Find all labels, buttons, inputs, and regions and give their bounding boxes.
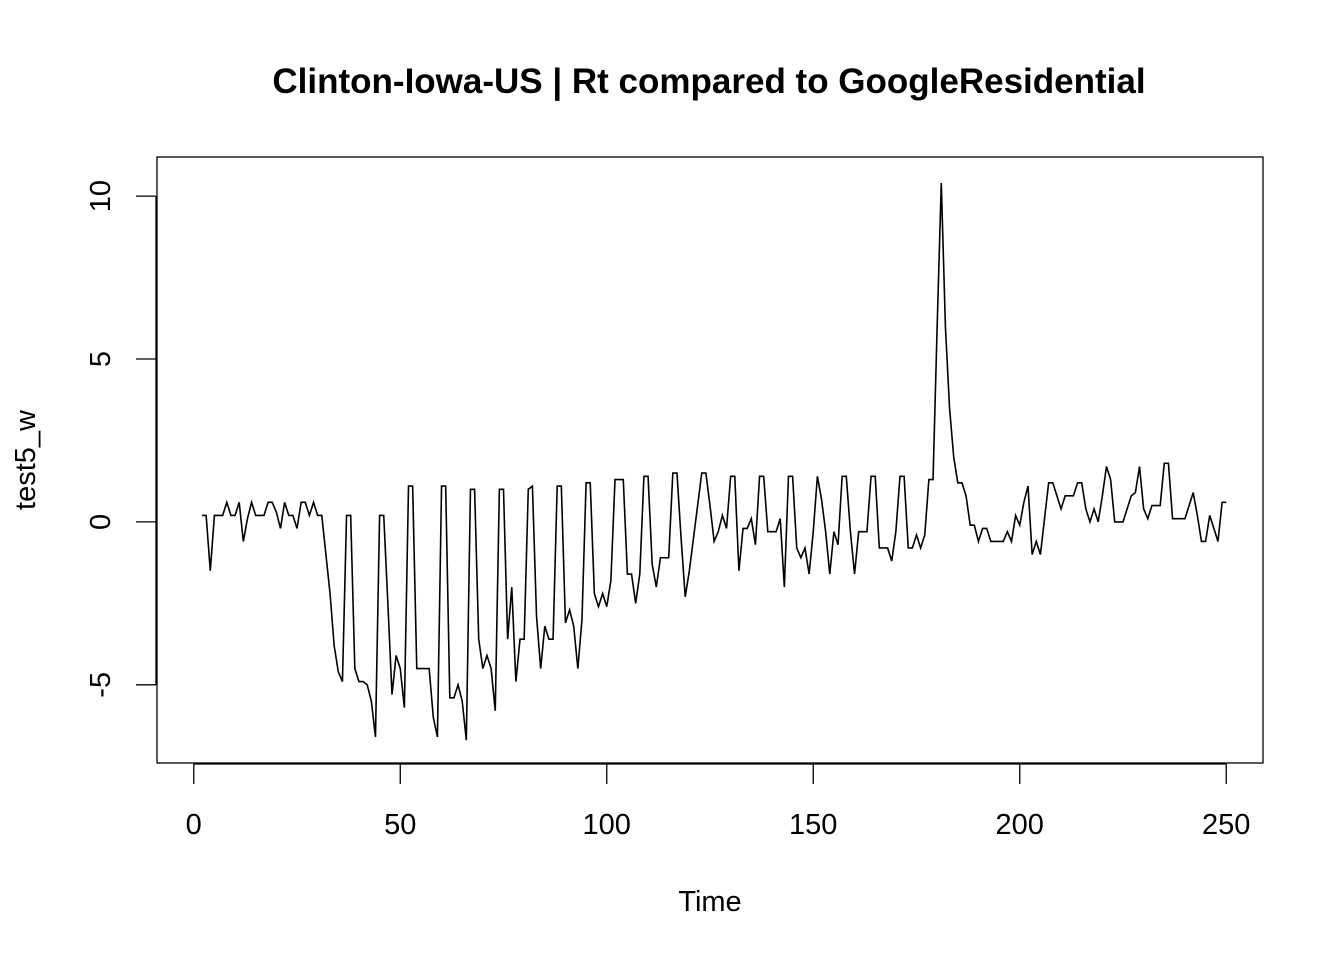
- x-tick-label: 0: [186, 809, 202, 841]
- x-axis: 0 50 100 150 200 250: [186, 763, 1250, 841]
- x-tick-label: 250: [1202, 809, 1250, 841]
- x-tick-label: 200: [996, 809, 1044, 841]
- y-tick-label: 10: [85, 180, 117, 212]
- series-layer: [202, 183, 1227, 741]
- plot-frame: [156, 156, 1264, 764]
- x-tick-label: 50: [384, 809, 416, 841]
- chart-title: Clinton-Iowa-US | Rt compared to GoogleR…: [272, 62, 1145, 101]
- y-tick-label: -5: [85, 672, 117, 698]
- series-line-0: [202, 183, 1227, 741]
- x-tick-label: 150: [789, 809, 837, 841]
- y-axis-label: test5_w: [10, 409, 42, 510]
- x-axis-label: Time: [678, 886, 741, 918]
- x-tick-label: 100: [583, 809, 631, 841]
- y-axis: -5 0 5 10: [85, 180, 157, 698]
- y-tick-label: 5: [85, 351, 117, 367]
- y-tick-label: 0: [85, 514, 117, 530]
